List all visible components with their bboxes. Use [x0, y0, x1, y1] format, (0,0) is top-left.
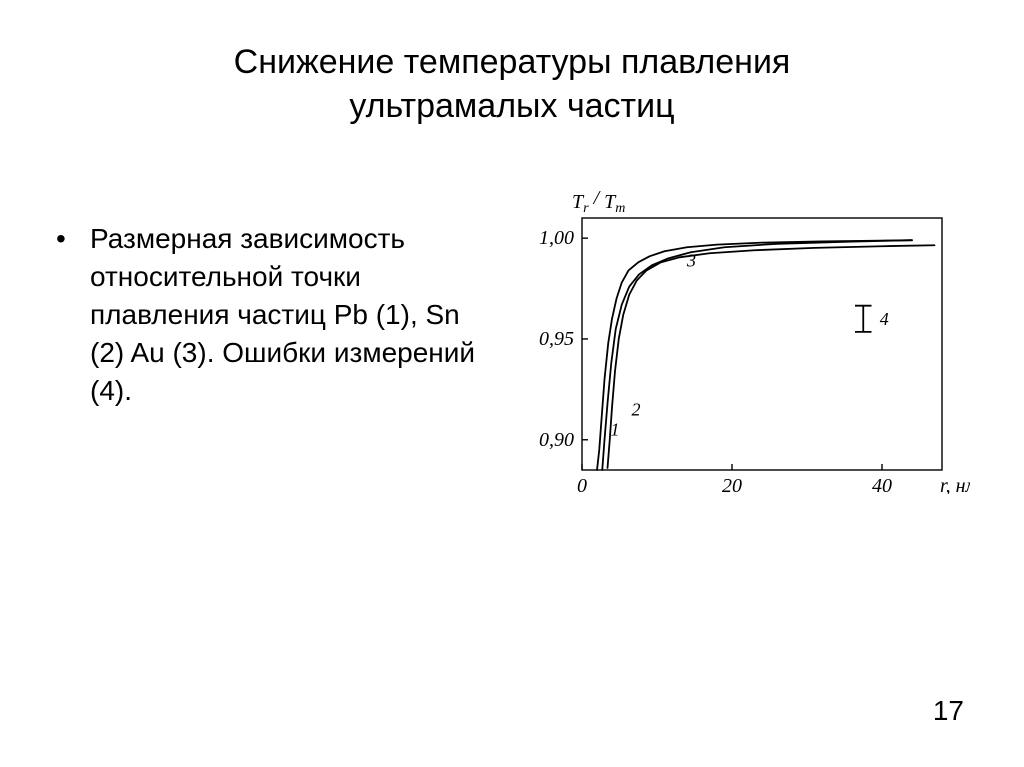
melting-point-chart: 0,90 0,95 1,00 0 20 40 Tr / Tm r, нм 12 3 4	[520, 184, 970, 494]
xtick-label: 20	[722, 475, 742, 494]
y-axis-title: Tr / Tm	[572, 187, 625, 216]
series-3	[602, 241, 912, 471]
series-label-3: 3	[686, 251, 696, 271]
xtick-label: 0	[577, 475, 587, 494]
ytick-label: 0,95	[539, 328, 574, 350]
bullet-marker: •	[56, 220, 90, 258]
content-row: • Размерная зависимость относительной то…	[56, 184, 968, 494]
slide-title: Снижение температуры плавления ультрамал…	[56, 40, 968, 128]
x-axis-title: r, нм	[940, 475, 970, 494]
ytick-label: 1,00	[539, 228, 574, 250]
text-column: • Размерная зависимость относительной то…	[56, 184, 496, 409]
xtick-label: 40	[872, 475, 892, 494]
series-label-1: 1	[611, 420, 620, 440]
chart-column: 0,90 0,95 1,00 0 20 40 Tr / Tm r, нм 12 3 4	[520, 184, 970, 494]
chart-container: 0,90 0,95 1,00 0 20 40 Tr / Tm r, нм 12 3 4	[520, 184, 970, 494]
bullet-text: Размерная зависимость относительной точк…	[90, 220, 496, 409]
bullet-item: • Размерная зависимость относительной то…	[56, 220, 496, 409]
series-label-2: 2	[632, 400, 641, 420]
series-2	[608, 246, 935, 469]
ytick-label: 0,90	[539, 429, 574, 451]
page-number: 17	[933, 695, 964, 727]
series-1	[597, 241, 912, 471]
title-line-2: ультрамалых частиц	[349, 87, 674, 125]
error-label: 4	[880, 309, 889, 329]
slide: Снижение температуры плавления ультрамал…	[0, 0, 1024, 767]
title-line-1: Снижение температуры плавления	[234, 43, 791, 81]
